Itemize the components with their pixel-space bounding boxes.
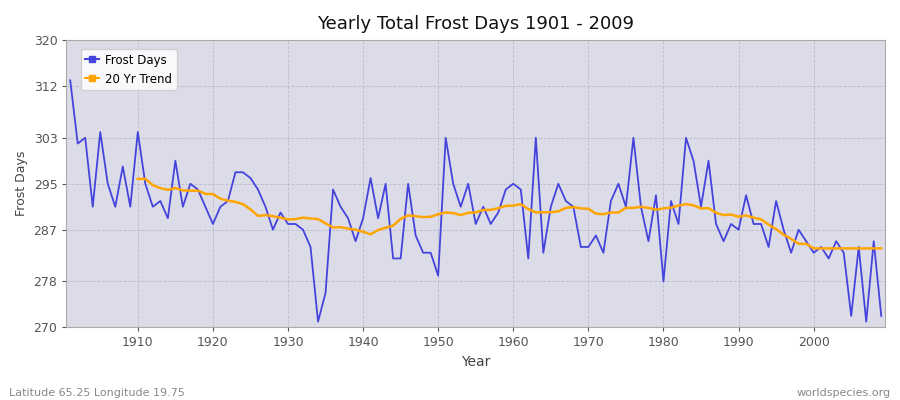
X-axis label: Year: Year bbox=[461, 355, 491, 369]
Legend: Frost Days, 20 Yr Trend: Frost Days, 20 Yr Trend bbox=[80, 49, 177, 90]
Text: Latitude 65.25 Longitude 19.75: Latitude 65.25 Longitude 19.75 bbox=[9, 388, 184, 398]
Y-axis label: Frost Days: Frost Days bbox=[15, 151, 28, 216]
Title: Yearly Total Frost Days 1901 - 2009: Yearly Total Frost Days 1901 - 2009 bbox=[317, 15, 634, 33]
Text: worldspecies.org: worldspecies.org bbox=[796, 388, 891, 398]
